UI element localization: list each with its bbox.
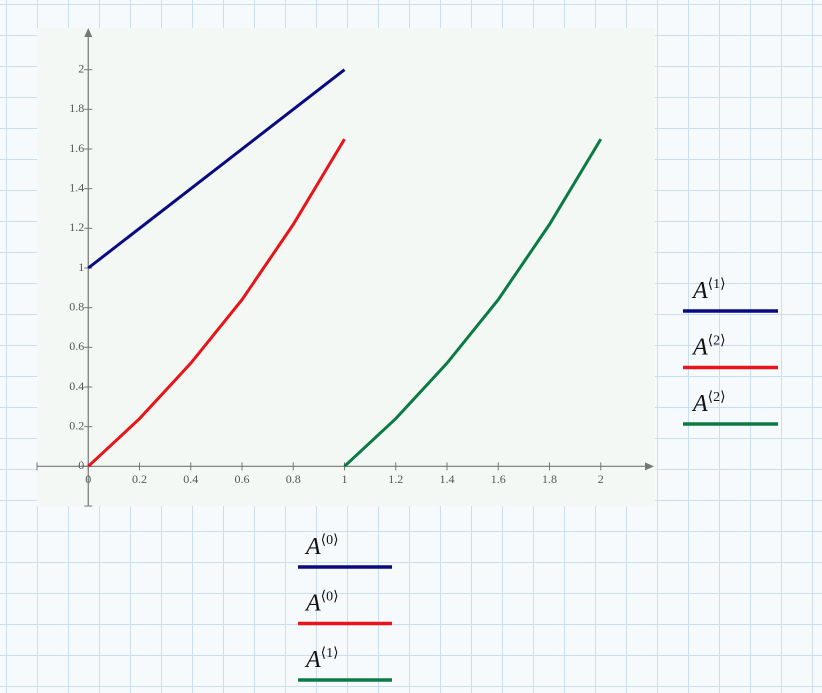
y-legend-label: A⟨1⟩ bbox=[691, 277, 726, 304]
x-tick-label: 0 bbox=[85, 472, 91, 486]
y-tick-label: 1.6 bbox=[69, 141, 84, 155]
x-legend-label-index: ⟨0⟩ bbox=[321, 533, 339, 548]
x-legend-label-index: ⟨1⟩ bbox=[321, 646, 339, 661]
y-tick-label: 1.2 bbox=[69, 220, 84, 234]
y-legend-label-base: A bbox=[691, 335, 708, 361]
line bbox=[87, 138, 346, 468]
y-legend-label-index: ⟨2⟩ bbox=[708, 334, 726, 349]
y-legend-label: A⟨2⟩ bbox=[691, 334, 726, 361]
plot-area bbox=[37, 28, 655, 506]
y-tick-label: 0.6 bbox=[69, 339, 84, 353]
y-legend-label: A⟨2⟩ bbox=[691, 390, 726, 417]
x-legend-label-base: A bbox=[304, 647, 321, 673]
y-tick-label: 0 bbox=[78, 458, 84, 472]
y-tick-label: 2 bbox=[78, 61, 84, 75]
x-tick-label: 0.2 bbox=[132, 472, 147, 486]
y-tick-label: 1.8 bbox=[69, 101, 84, 115]
x-tick-label: 0.8 bbox=[286, 472, 301, 486]
y-tick-label: 0.4 bbox=[69, 379, 84, 393]
x-tick-label: 0.6 bbox=[235, 472, 250, 486]
x-legend-label-base: A bbox=[304, 534, 321, 560]
y-legend-label-index: ⟨2⟩ bbox=[708, 390, 726, 405]
x-tick-label: 2 bbox=[598, 472, 604, 486]
y-tick-label: 0.2 bbox=[69, 418, 84, 432]
y-legend-label-base: A bbox=[691, 391, 708, 417]
y-tick-label: 1.4 bbox=[69, 180, 84, 194]
y-axis-arrow bbox=[84, 28, 93, 37]
y-tick-label: 1 bbox=[78, 260, 84, 274]
x-legend-label: A⟨1⟩ bbox=[304, 646, 339, 673]
x-legend-label-base: A bbox=[304, 591, 321, 617]
line bbox=[87, 68, 346, 270]
x-tick-label: 1.2 bbox=[388, 472, 403, 486]
x-tick-label: 1.8 bbox=[542, 472, 557, 486]
y-legend-label-base: A bbox=[691, 278, 708, 304]
x-tick-label: 1.6 bbox=[491, 472, 506, 486]
x-tick-label: 0.4 bbox=[183, 472, 198, 486]
x-legend-label: A⟨0⟩ bbox=[304, 590, 339, 617]
x-legend-label-index: ⟨0⟩ bbox=[321, 590, 339, 605]
y-legend-label-index: ⟨1⟩ bbox=[708, 277, 726, 292]
x-tick-label: 1.4 bbox=[440, 472, 455, 486]
y-tick-label: 0.8 bbox=[69, 299, 84, 313]
x-axis-arrow bbox=[645, 462, 654, 471]
x-legend-label: A⟨0⟩ bbox=[304, 533, 339, 560]
line bbox=[343, 138, 603, 468]
x-tick-label: 1 bbox=[342, 472, 348, 486]
